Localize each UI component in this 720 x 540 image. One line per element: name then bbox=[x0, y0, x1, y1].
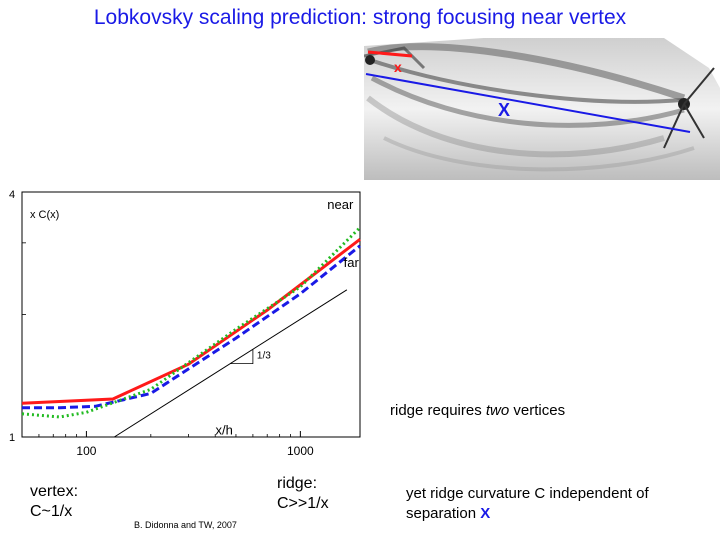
data-series-line-2 bbox=[22, 244, 361, 410]
credit-text: B. Didonna and TW, 2007 bbox=[134, 520, 237, 530]
large-separation-line bbox=[365, 73, 691, 133]
ridge-independence-note: yet ridge curvature C independent of sep… bbox=[406, 485, 649, 522]
large-x-label: X bbox=[498, 100, 510, 120]
small-x-label: x bbox=[394, 59, 402, 75]
y-tick-label: 4 bbox=[9, 189, 15, 201]
scaling-plot: 100 1000 1 4 x C(x) near far 1/3 x/h bbox=[9, 189, 362, 458]
slope-triangle bbox=[230, 349, 254, 365]
far-label: far bbox=[344, 255, 360, 270]
small-separation-line bbox=[367, 50, 413, 58]
y-tick-label: 1 bbox=[9, 432, 15, 444]
ridge-note: ridge: C>>1/x bbox=[277, 475, 329, 512]
y-axis-label: x C(x) bbox=[30, 209, 59, 221]
slide-title: Lobkovsky scaling prediction: strong foc… bbox=[93, 6, 627, 29]
slope-label: 1/3 bbox=[257, 350, 271, 361]
x-axis-label: x/h bbox=[215, 422, 232, 437]
crumpled-sheet-image: x X bbox=[364, 38, 720, 180]
vertex-note: vertex: C~1/x bbox=[30, 483, 79, 520]
data-series-line-1 bbox=[21, 238, 361, 405]
x-tick-label: 100 bbox=[76, 444, 96, 458]
near-label: near bbox=[327, 197, 354, 212]
x-tick-label: 1000 bbox=[287, 444, 314, 458]
ridge-two-vertices-note: ridge requires two vertices bbox=[390, 402, 566, 419]
